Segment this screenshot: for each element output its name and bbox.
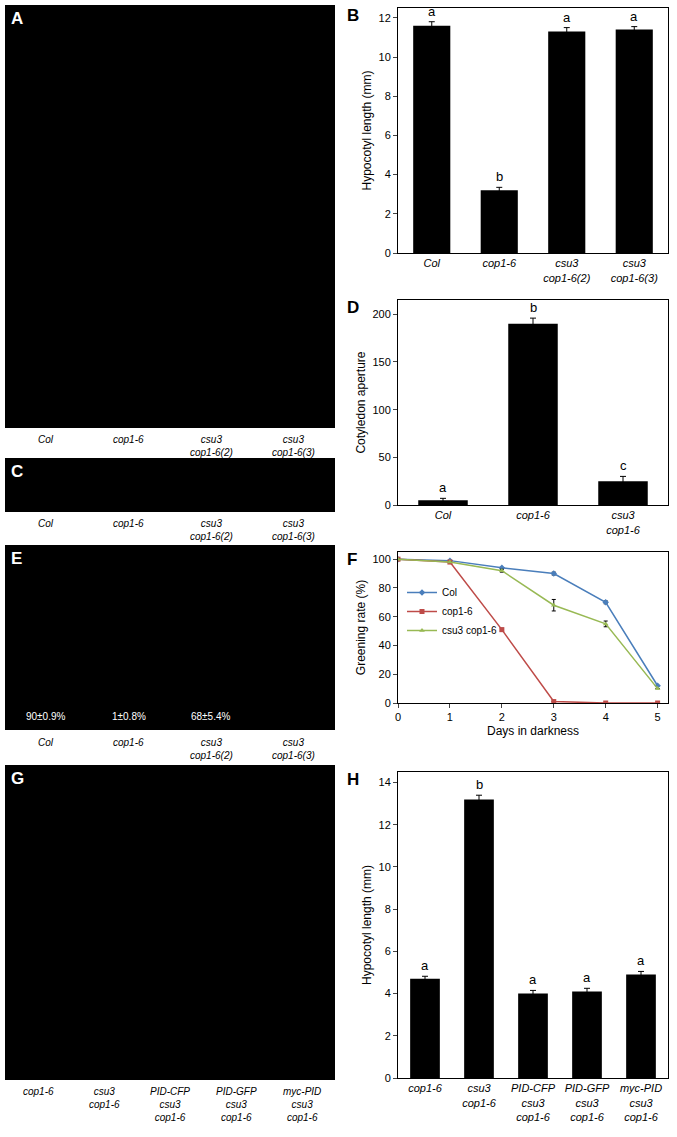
svg-text:Col: Col <box>442 587 457 598</box>
svg-text:90±0.9%: 90±0.9% <box>26 711 66 722</box>
svg-text:csu3cop1-6(3): csu3cop1-6(3) <box>272 737 315 761</box>
svg-text:cop1-6: cop1-6 <box>113 737 144 748</box>
svg-text:5: 5 <box>655 711 661 723</box>
svg-text:4: 4 <box>603 711 609 723</box>
svg-text:1±0.8%: 1±0.8% <box>112 711 146 722</box>
svg-text:csu3cop1-6(3): csu3cop1-6(3) <box>611 257 658 283</box>
svg-text:20: 20 <box>379 668 391 680</box>
svg-text:csu3cop1-6: csu3cop1-6 <box>606 509 641 535</box>
svg-text:14: 14 <box>379 776 391 788</box>
svg-text:Days in darkness: Days in darkness <box>487 724 579 738</box>
svg-text:csu3cop1-6(2): csu3cop1-6(2) <box>190 434 233 458</box>
svg-text:myc-PIDcsu3cop1-6: myc-PIDcsu3cop1-6 <box>283 1086 321 1123</box>
svg-text:PID-GFPcsu3cop1-6: PID-GFPcsu3cop1-6 <box>216 1086 257 1123</box>
svg-text:csu3cop1-6(2): csu3cop1-6(2) <box>190 518 233 542</box>
svg-text:4: 4 <box>385 168 391 180</box>
svg-text:b: b <box>530 300 537 315</box>
svg-text:a: a <box>563 10 571 25</box>
svg-text:cop1-6: cop1-6 <box>482 257 517 269</box>
svg-text:100: 100 <box>372 404 390 416</box>
svg-text:80: 80 <box>379 582 391 594</box>
svg-text:B: B <box>347 6 359 25</box>
svg-text:H: H <box>347 770 359 789</box>
svg-text:a: a <box>439 480 447 495</box>
svg-text:c: c <box>620 458 627 473</box>
svg-text:csu3cop1-6(2): csu3cop1-6(2) <box>190 737 233 761</box>
svg-text:a: a <box>630 9 638 24</box>
svg-text:60: 60 <box>379 611 391 623</box>
svg-text:68±5.4%: 68±5.4% <box>191 711 231 722</box>
svg-text:PID-CFPcsu3cop1-6: PID-CFPcsu3cop1-6 <box>511 1082 556 1123</box>
svg-text:0: 0 <box>385 697 391 709</box>
svg-text:a: a <box>428 4 436 19</box>
svg-text:Hypocotyl length (mm): Hypocotyl length (mm) <box>360 70 374 190</box>
svg-text:2: 2 <box>385 1030 391 1042</box>
svg-text:Cotyledon aperture: Cotyledon aperture <box>354 351 368 453</box>
svg-text:0: 0 <box>385 1072 391 1084</box>
svg-text:csu3cop1-6: csu3cop1-6 <box>89 1086 120 1110</box>
svg-text:a: a <box>529 972 537 987</box>
svg-text:12: 12 <box>379 12 391 24</box>
svg-text:cop1-6: cop1-6 <box>516 509 551 521</box>
svg-text:PID-GFPcsu3cop1-6: PID-GFPcsu3cop1-6 <box>565 1082 610 1123</box>
svg-text:cop1-6: cop1-6 <box>408 1082 443 1094</box>
svg-text:csu3cop1-6: csu3cop1-6 <box>462 1082 497 1108</box>
svg-text:6: 6 <box>385 945 391 957</box>
svg-text:2: 2 <box>499 711 505 723</box>
svg-text:0: 0 <box>395 711 401 723</box>
svg-text:Col: Col <box>38 518 54 529</box>
svg-text:Col: Col <box>423 257 440 269</box>
svg-text:cop1-6: cop1-6 <box>113 518 144 529</box>
svg-text:myc-PIDcsu3cop1-6: myc-PIDcsu3cop1-6 <box>620 1082 662 1123</box>
svg-text:12: 12 <box>379 819 391 831</box>
svg-text:csu3cop1-6(3): csu3cop1-6(3) <box>272 518 315 542</box>
svg-text:a: a <box>583 970 591 985</box>
svg-text:b: b <box>476 777 483 792</box>
svg-text:10: 10 <box>379 51 391 63</box>
svg-text:10: 10 <box>379 861 391 873</box>
svg-text:PID-CFPcsu3cop1-6: PID-CFPcsu3cop1-6 <box>150 1086 190 1123</box>
svg-text:0: 0 <box>385 247 391 259</box>
svg-text:2: 2 <box>385 208 391 220</box>
svg-text:a: a <box>637 953 645 968</box>
svg-text:200: 200 <box>372 308 390 320</box>
svg-text:csu3cop1-6(2): csu3cop1-6(2) <box>543 257 590 283</box>
svg-text:Col: Col <box>435 509 452 521</box>
svg-text:Hypocotyl length (mm): Hypocotyl length (mm) <box>360 865 374 985</box>
svg-text:csu3cop1-6(3): csu3cop1-6(3) <box>272 434 315 458</box>
svg-text:8: 8 <box>385 90 391 102</box>
svg-text:6: 6 <box>385 129 391 141</box>
svg-text:100: 100 <box>372 553 390 565</box>
svg-text:0: 0 <box>385 499 391 511</box>
svg-text:a: a <box>421 958 429 973</box>
svg-text:b: b <box>496 169 503 184</box>
svg-text:1: 1 <box>447 711 453 723</box>
svg-text:E: E <box>11 549 22 568</box>
svg-text:C: C <box>11 462 23 481</box>
svg-text:F: F <box>347 550 357 569</box>
svg-text:csu3 cop1-6: csu3 cop1-6 <box>442 625 497 636</box>
svg-text:Greening rate (%): Greening rate (%) <box>354 580 368 675</box>
svg-text:Col: Col <box>38 434 54 445</box>
svg-text:40: 40 <box>379 639 391 651</box>
svg-text:cop1-6: cop1-6 <box>113 434 144 445</box>
svg-text:150: 150 <box>372 356 390 368</box>
svg-text:8: 8 <box>385 903 391 915</box>
svg-text:Col: Col <box>38 737 54 748</box>
svg-text:D: D <box>347 298 359 317</box>
svg-text:3: 3 <box>551 711 557 723</box>
svg-text:A: A <box>11 9 23 28</box>
svg-text:4: 4 <box>385 987 391 999</box>
svg-text:cop1-6: cop1-6 <box>442 606 473 617</box>
svg-text:G: G <box>11 769 24 788</box>
svg-text:50: 50 <box>379 451 391 463</box>
svg-text:cop1-6: cop1-6 <box>23 1086 54 1097</box>
